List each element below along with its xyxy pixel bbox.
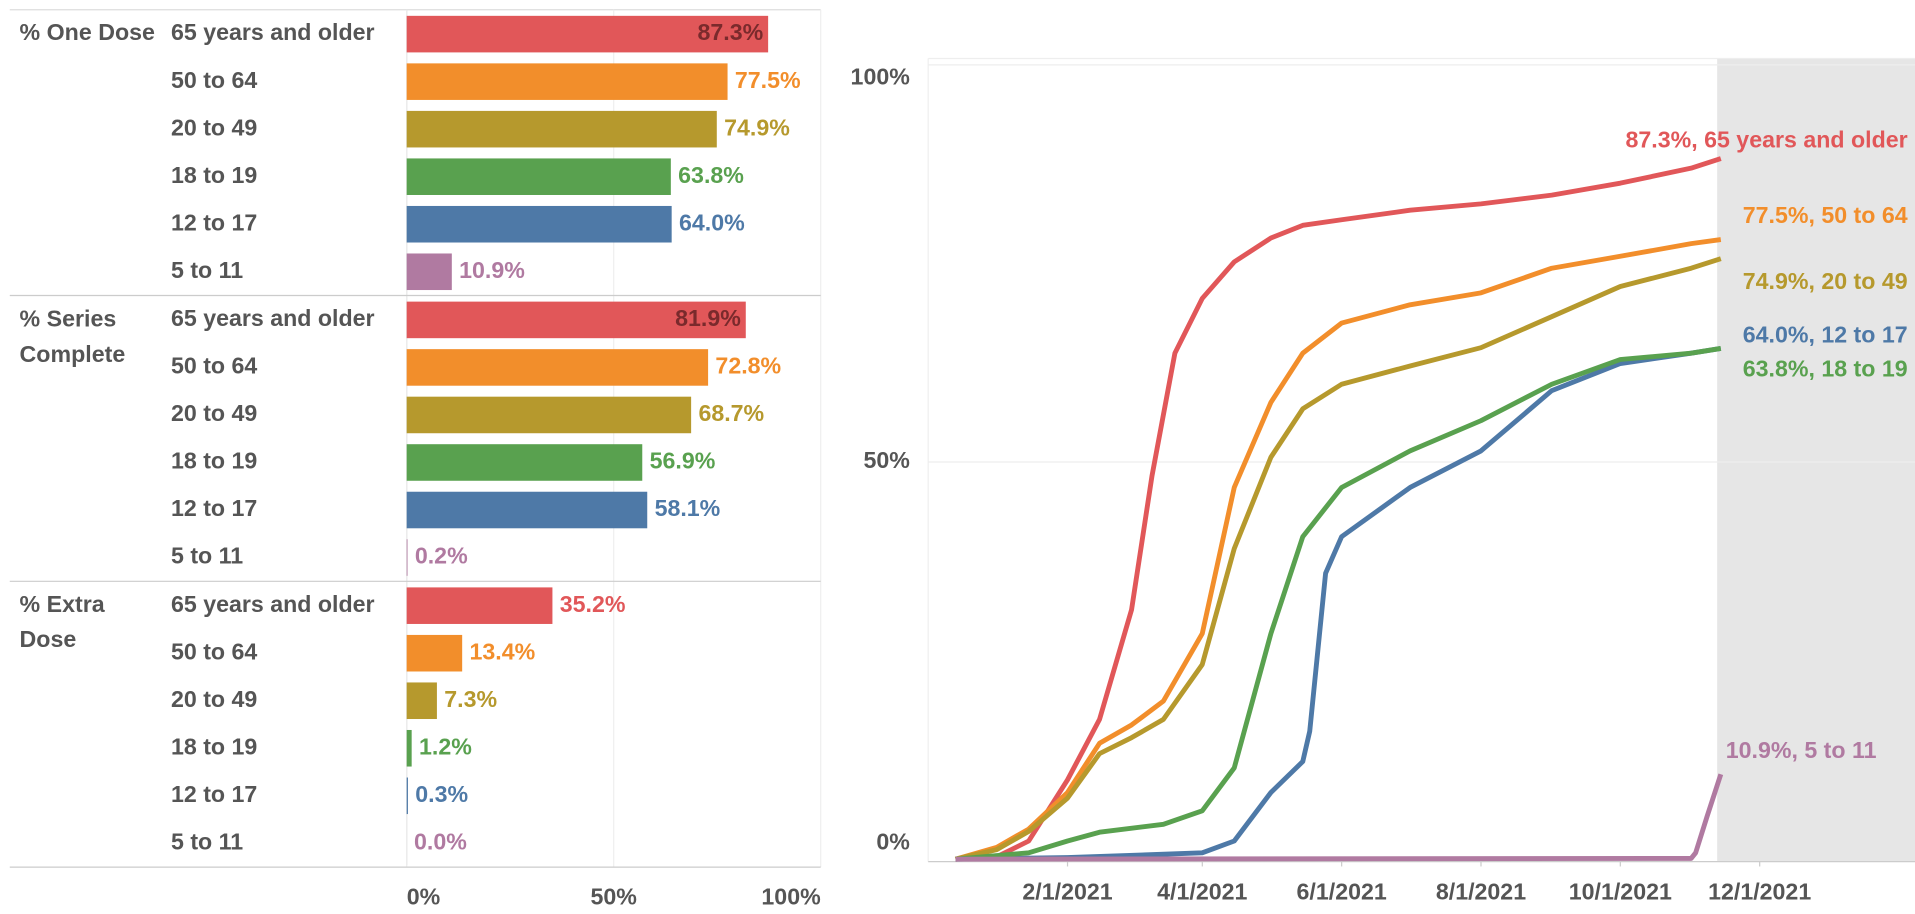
value-label: 1.2% [419,733,472,759]
bar [406,587,553,624]
value-label: 0.3% [415,781,468,807]
value-label: 87.3% [698,19,764,45]
end-label: 64.0%, 12 to 17 [1743,321,1908,347]
category-label: 50 to 64 [171,353,257,379]
bar [406,110,717,148]
value-label: 58.1% [655,495,721,521]
line [954,256,1722,862]
bar [406,396,692,434]
x-tick-label: 50% [590,883,636,909]
category-label: 5 to 11 [171,543,243,569]
x-tick-label: 8/1/2021 [1436,878,1526,904]
bar [406,253,452,291]
bar [406,682,437,720]
bar [406,777,408,815]
category-label: 5 to 11 [171,257,243,283]
bar [406,205,672,243]
panel-label: % Series Complete [19,306,126,368]
value-label: 64.0% [679,209,745,235]
y-tick-label: 50% [863,447,909,473]
category-label: 20 to 49 [171,400,257,426]
end-label: 10.9%, 5 to 11 [1726,737,1877,763]
line [955,346,1722,862]
value-label: 0.0% [414,828,467,854]
bar [406,729,412,767]
y-tick-label: 100% [851,63,910,89]
bar [406,444,643,481]
y-tick-label: 0% [876,829,910,855]
bar [406,158,671,195]
category-label: 5 to 11 [171,828,243,854]
value-label: 74.9% [724,114,790,140]
category-label: 12 to 17 [171,781,257,807]
bar [406,491,648,529]
x-tick-label: 2/1/2021 [1022,878,1112,904]
value-label: 77.5% [735,67,801,93]
value-label: 63.8% [678,162,744,188]
x-tick-label: 0% [407,883,441,909]
bar [406,539,408,576]
category-label: 50 to 64 [171,67,257,93]
category-label: 65 years and older [171,19,375,45]
bar [406,349,709,386]
panel-label: % Extra Dose [19,592,105,654]
end-label: 74.9%, 20 to 49 [1743,268,1908,294]
x-tick-label: 6/1/2021 [1297,878,1387,904]
category-label: 12 to 17 [171,495,257,521]
end-label: 63.8%, 18 to 19 [1743,356,1908,382]
x-tick-label: 10/1/2021 [1569,878,1672,904]
value-label: 56.9% [650,448,716,474]
bar [406,634,463,672]
value-label: 7.3% [444,686,497,712]
category-label: 65 years and older [171,591,375,617]
end-label: 87.3%, 65 years and older [1625,127,1907,153]
category-label: 18 to 19 [171,733,257,759]
value-label: 35.2% [560,591,626,617]
panel-label-box: % Extra Dose [19,592,105,654]
end-label: 77.5%, 50 to 64 [1743,202,1908,228]
category-label: 50 to 64 [171,638,257,664]
line [954,237,1722,862]
x-tick-label: 100% [761,883,820,909]
value-label: 72.8% [715,353,781,379]
value-label: 0.2% [415,543,468,569]
panel-label: % One Dose [19,20,155,47]
panel-label-box: % One Dose [19,20,155,47]
bar [406,63,728,100]
bar [406,15,769,53]
x-tick-label: 12/1/2021 [1708,878,1811,904]
bar [406,301,746,339]
category-label: 18 to 19 [171,448,257,474]
value-label: 81.9% [675,305,741,331]
category-label: 20 to 49 [171,686,257,712]
value-label: 13.4% [469,638,535,664]
line [955,773,1724,862]
shaded-region [1717,58,1915,862]
panel-label-box: % Series Complete [19,306,126,368]
value-label: 68.7% [698,400,764,426]
category-label: 18 to 19 [171,162,257,188]
category-label: 12 to 17 [171,209,257,235]
x-tick-label: 4/1/2021 [1157,878,1247,904]
category-label: 65 years and older [171,305,375,331]
line [955,156,1722,862]
line [955,346,1722,862]
category-label: 20 to 49 [171,114,257,140]
value-label: 10.9% [459,257,525,283]
